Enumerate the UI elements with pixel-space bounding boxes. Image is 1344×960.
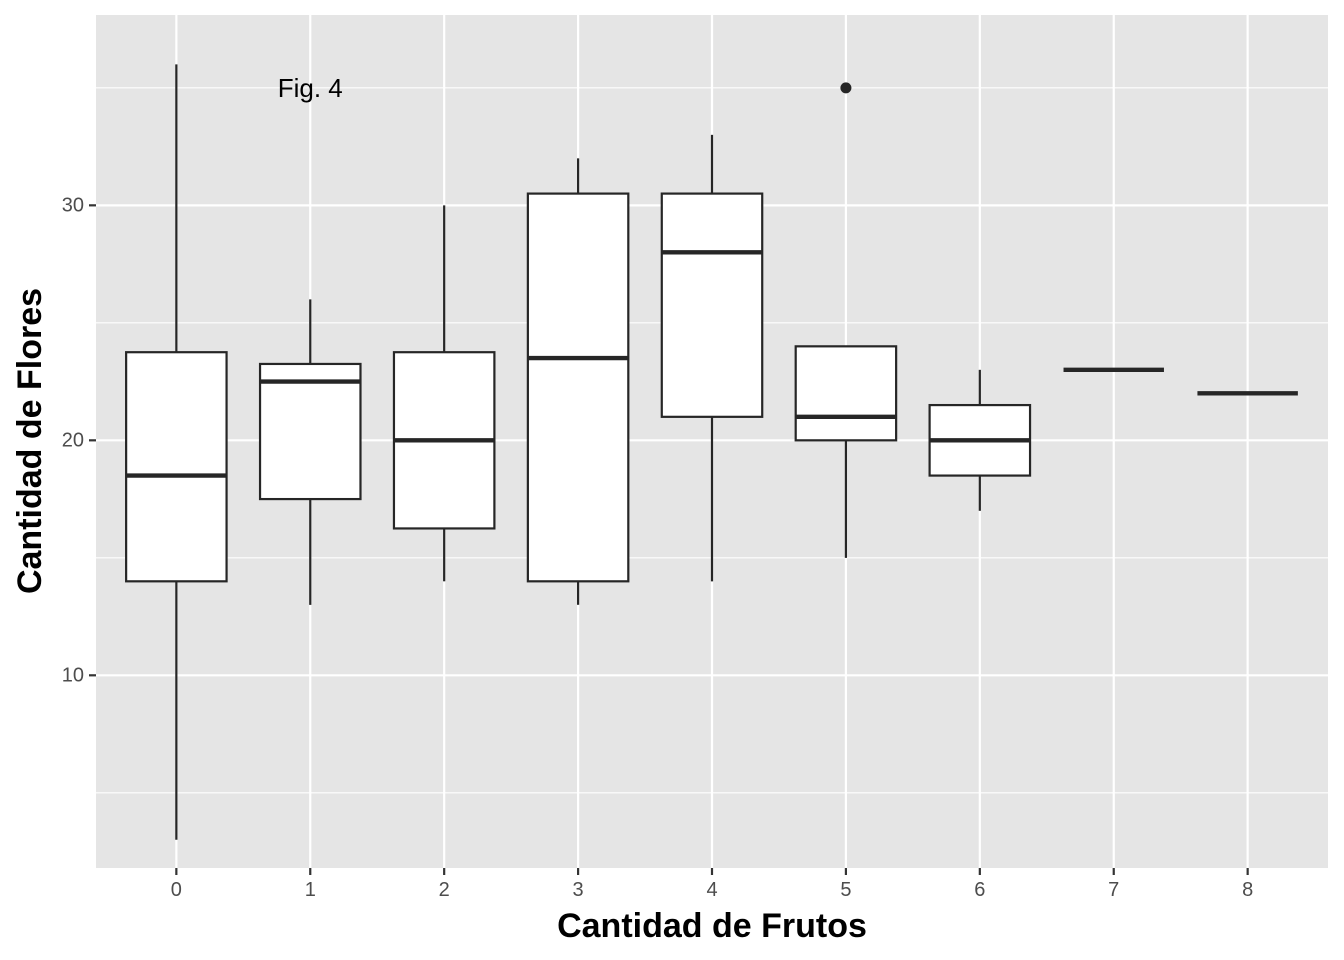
box-2	[392, 205, 496, 582]
y-axis-title: Cantidad de Flores	[11, 288, 49, 594]
box-iqr	[794, 345, 898, 442]
x-tick-label: 4	[706, 879, 717, 901]
x-tick-label: 2	[439, 879, 450, 901]
y-tick-label: 10	[62, 664, 84, 686]
x-axis: 0 1 2 3 4 5 6 7 8	[171, 868, 1253, 901]
box-6	[928, 369, 1032, 511]
x-tick-label: 1	[305, 879, 316, 901]
y-tick-label: 30	[62, 194, 84, 216]
x-tick-label: 6	[974, 879, 985, 901]
box-iqr	[526, 192, 630, 583]
y-axis: 10 20 30	[62, 194, 96, 686]
box-0	[125, 64, 228, 840]
figure-annotation: Fig. 4	[278, 73, 343, 103]
outlier-point	[840, 82, 852, 94]
x-tick-label: 3	[573, 879, 584, 901]
box-1	[258, 299, 362, 605]
box-iqr	[660, 192, 764, 418]
x-tick-label: 8	[1242, 879, 1253, 901]
box-series	[125, 64, 1298, 840]
y-tick-label: 20	[62, 429, 84, 451]
x-tick-label: 0	[171, 879, 182, 901]
x-tick-label: 7	[1108, 879, 1119, 901]
box-iqr	[125, 351, 228, 583]
x-axis-title: Cantidad de Frutos	[557, 907, 867, 945]
outlier-points	[840, 82, 852, 94]
x-tick-label: 5	[840, 879, 851, 901]
box-5	[794, 345, 898, 558]
box-3	[526, 158, 630, 605]
box-iqr	[258, 362, 362, 501]
box-4	[660, 134, 764, 582]
